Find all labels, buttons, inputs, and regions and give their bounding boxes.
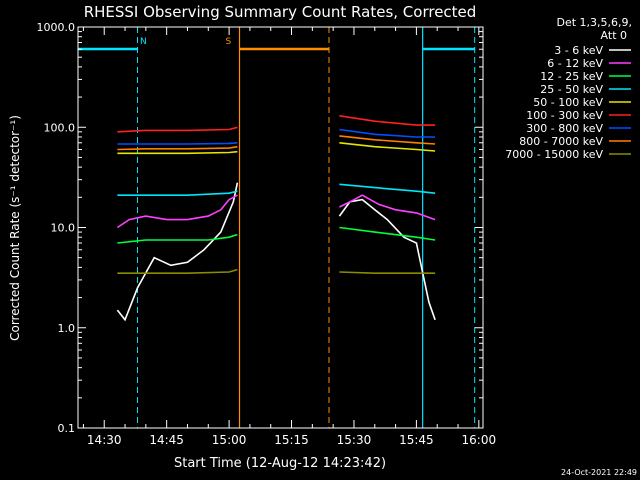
chart-marks: N S 0.1 1.0 10.0 100.0 1000.0 14:30 14:45 15:00 15…	[37, 21, 497, 447]
series-line	[116, 194, 238, 229]
y-tick-label: 1.0	[58, 322, 76, 335]
series-line	[339, 142, 436, 152]
legend-label: 3 - 6 keV	[554, 44, 603, 57]
x-tick-label: 15:00	[212, 433, 247, 447]
y-axis-label: Corrected Count Rate (s⁻¹ detector⁻¹)	[8, 115, 22, 341]
series-line	[339, 183, 436, 194]
legend-label: 800 - 7000 keV	[519, 135, 603, 148]
interval-label: S	[226, 37, 232, 47]
legend-label: 12 - 25 keV	[540, 70, 603, 83]
series-line	[117, 126, 238, 133]
series-line	[339, 115, 436, 126]
legend-label: 300 - 800 keV	[526, 122, 603, 135]
timestamp: 24-Oct-2021 22:49	[561, 468, 637, 477]
chart-title: RHESSI Observing Summary Count Rates, Co…	[84, 3, 477, 21]
legend-label: 6 - 12 keV	[547, 57, 603, 70]
series-line	[117, 142, 238, 145]
x-axis-label: Start Time (12-Aug-12 14:23:42)	[174, 456, 386, 471]
x-tick-label: 15:15	[274, 433, 309, 447]
y-tick-label: 100.0	[44, 121, 76, 134]
series-line	[338, 198, 436, 321]
series-line	[339, 135, 436, 145]
series-line	[339, 226, 436, 241]
interval-label: N	[140, 37, 147, 47]
series-line	[117, 190, 238, 196]
series-line	[117, 145, 238, 151]
y-tick-label: 0.1	[58, 422, 76, 435]
legend-header-2: Att 0	[601, 29, 627, 42]
legend-label: 100 - 300 keV	[526, 109, 603, 122]
x-tick-label: 14:30	[87, 433, 122, 447]
x-tick-label: 16:00	[462, 433, 497, 447]
series-line	[339, 271, 436, 275]
plot-frame	[77, 26, 484, 429]
legend-header-1: Det 1,3,5,6,9,	[556, 16, 632, 29]
series-line	[116, 182, 239, 322]
y-tick-label: 1000.0	[37, 21, 76, 34]
legend-label: 7000 - 15000 keV	[505, 148, 603, 161]
series-line	[117, 150, 238, 155]
series-line	[339, 128, 436, 138]
series-line	[117, 268, 238, 275]
series-line	[339, 194, 436, 221]
legend-label: 50 - 100 keV	[533, 96, 603, 109]
legend-label: 25 - 50 keV	[540, 83, 603, 96]
x-tick-label: 15:45	[399, 433, 434, 447]
y-tick-label: 10.0	[51, 222, 76, 235]
x-tick-label: 14:45	[149, 433, 184, 447]
x-tick-label: 15:30	[337, 433, 372, 447]
series-line	[117, 233, 238, 244]
